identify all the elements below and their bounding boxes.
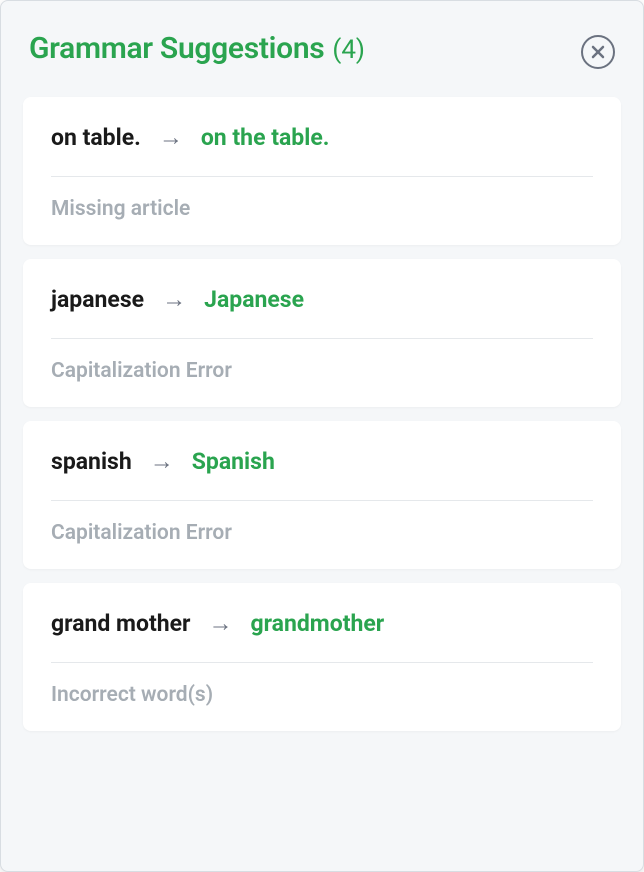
corrected-text: grandmother (250, 610, 384, 637)
divider (51, 662, 593, 663)
suggestions-list: on table. → on the table. Missing articl… (23, 97, 621, 731)
original-text: on table. (51, 124, 141, 151)
close-button[interactable] (581, 35, 615, 69)
divider (51, 176, 593, 177)
corrected-text: Japanese (204, 286, 304, 313)
arrow-icon: → (162, 285, 186, 314)
correction-row: japanese → Japanese (51, 285, 593, 314)
arrow-icon: → (208, 609, 232, 638)
panel-header: Grammar Suggestions (4) (23, 25, 621, 69)
corrected-text: on the table. (201, 124, 330, 151)
arrow-icon: → (159, 123, 183, 152)
correction-row: spanish → Spanish (51, 447, 593, 476)
correction-row: grand mother → grandmother (51, 609, 593, 638)
suggestion-count: (4) (332, 35, 365, 65)
correction-row: on table. → on the table. (51, 123, 593, 152)
suggestion-reason: Incorrect word(s) (51, 683, 593, 707)
panel-title: Grammar Suggestions (29, 31, 324, 66)
original-text: spanish (51, 448, 132, 475)
suggestion-card[interactable]: on table. → on the table. Missing articl… (23, 97, 621, 245)
close-icon (590, 44, 606, 60)
suggestion-card[interactable]: japanese → Japanese Capitalization Error (23, 259, 621, 407)
arrow-icon: → (150, 447, 174, 476)
suggestion-card[interactable]: spanish → Spanish Capitalization Error (23, 421, 621, 569)
grammar-suggestions-panel: Grammar Suggestions (4) on table. → on t… (0, 0, 644, 872)
suggestion-card[interactable]: grand mother → grandmother Incorrect wor… (23, 583, 621, 731)
suggestion-reason: Missing article (51, 197, 593, 221)
suggestion-reason: Capitalization Error (51, 521, 593, 545)
corrected-text: Spanish (192, 448, 275, 475)
title-wrap: Grammar Suggestions (4) (29, 31, 365, 66)
original-text: grand mother (51, 610, 190, 637)
original-text: japanese (51, 286, 144, 313)
divider (51, 338, 593, 339)
divider (51, 500, 593, 501)
suggestion-reason: Capitalization Error (51, 359, 593, 383)
